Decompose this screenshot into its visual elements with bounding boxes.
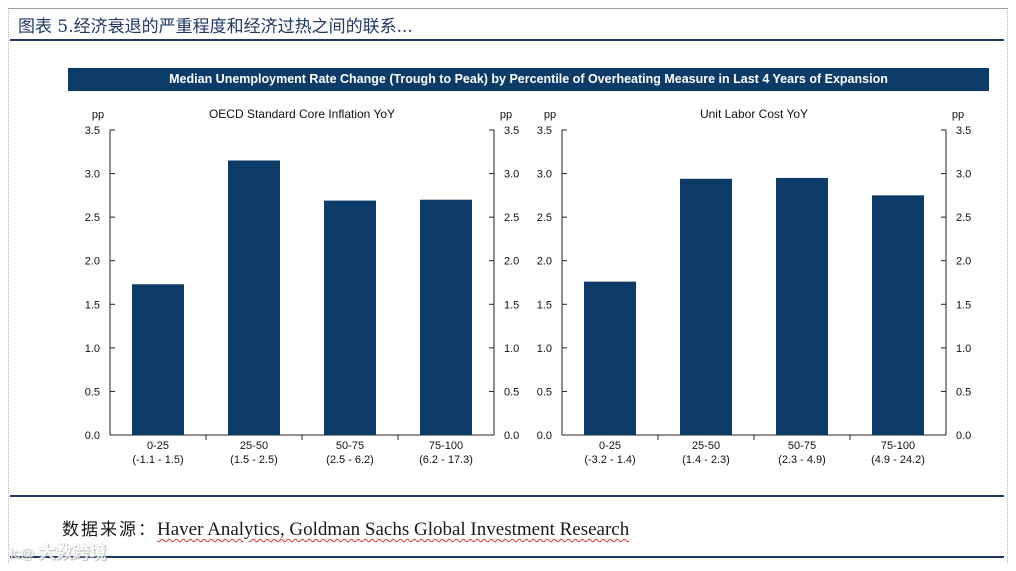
page-border-left bbox=[8, 8, 9, 563]
chart1-bar-0-25 bbox=[132, 284, 184, 435]
chart1-xtick-range: (2.5 - 6.2) bbox=[326, 454, 374, 466]
chart2-xtick-label: 0-25 bbox=[599, 440, 621, 452]
chart1-ytick-label-left: 1.0 bbox=[85, 343, 100, 355]
chart2-xtick-range: (2.3 - 4.9) bbox=[778, 454, 826, 466]
chart2-ytick-label-right: 0.5 bbox=[956, 386, 971, 398]
chart1-title: OECD Standard Core Inflation YoY bbox=[209, 107, 395, 121]
chart2-bar-25-50 bbox=[680, 178, 732, 436]
chart2-ytick-label-left: 3.0 bbox=[537, 169, 552, 181]
chart2-bar-0-25 bbox=[584, 281, 636, 435]
chart1-ytick-label-right: 3.0 bbox=[504, 169, 519, 181]
chart2-xtick-label: 75-100 bbox=[881, 440, 915, 452]
chart2-ytick-label-left: 2.5 bbox=[537, 212, 552, 224]
chart2-ytick-label-right: 2.5 bbox=[956, 212, 971, 224]
chart1-ytick-label-left: 1.5 bbox=[85, 299, 100, 311]
chart1-xtick-label: 50-75 bbox=[336, 440, 364, 452]
chart1-xtick-label: 25-50 bbox=[240, 440, 268, 452]
chart2-ytick-label-left: 0.5 bbox=[537, 386, 552, 398]
chart2-xtick-range: (1.4 - 2.3) bbox=[682, 454, 730, 466]
chart1-ylabel-left: pp bbox=[92, 109, 104, 121]
chart1-ytick-label-left: 2.5 bbox=[85, 212, 100, 224]
chart1-xtick-label: 75-100 bbox=[429, 440, 463, 452]
chart2-xtick-range: (-3.2 - 1.4) bbox=[584, 454, 635, 466]
chart-banner-title: Median Unemployment Rate Change (Trough … bbox=[68, 68, 989, 91]
chart2-ylabel-left: pp bbox=[544, 109, 556, 121]
chart1-xtick-range: (1.5 - 2.5) bbox=[230, 454, 278, 466]
chart1-bar-50-75 bbox=[324, 200, 376, 435]
chart2-bar-75-100 bbox=[872, 195, 924, 435]
chart1-ytick-label-left: 0.0 bbox=[85, 430, 100, 442]
chart2-ytick-label-left: 1.0 bbox=[537, 343, 552, 355]
chart2-ytick-label-right: 3.0 bbox=[956, 169, 971, 181]
source-label: 数据来源： bbox=[62, 520, 157, 540]
chart2-xtick-range: (4.9 - 24.2) bbox=[871, 454, 925, 466]
chart2-xtick-label: 50-75 bbox=[788, 440, 816, 452]
chart2-ytick-label-left: 1.5 bbox=[537, 299, 552, 311]
bottom-rule bbox=[10, 556, 1004, 558]
source-text: Haver Analytics, Goldman Sachs Global In… bbox=[157, 519, 630, 540]
chart2-ytick-label-left: 2.0 bbox=[537, 256, 552, 268]
chart1-ytick-label-left: 3.0 bbox=[85, 169, 100, 181]
chart2-ytick-label-right: 1.5 bbox=[956, 299, 971, 311]
chart2-ytick-label-left: 3.5 bbox=[537, 125, 552, 137]
watermark-mark: lc@ bbox=[10, 545, 35, 561]
source-note: 数据来源：Haver Analytics, Goldman Sachs Glob… bbox=[62, 515, 629, 541]
chart1-ylabel-right: pp bbox=[500, 109, 512, 121]
figure-title: 图表 5.经济衰退的严重程度和经济过热之间的联系... bbox=[18, 17, 413, 37]
chart1-xtick-range: (-1.1 - 1.5) bbox=[132, 454, 183, 466]
page-border-right bbox=[1007, 8, 1008, 563]
chart2-ytick-label-right: 1.0 bbox=[956, 343, 971, 355]
chart1-ytick-label-left: 0.5 bbox=[85, 386, 100, 398]
chart1-ytick-label-right: 2.0 bbox=[504, 256, 519, 268]
chart2-ytick-label-left: 0.0 bbox=[537, 430, 552, 442]
chart1-ytick-label-right: 1.0 bbox=[504, 343, 519, 355]
chart2-bar-50-75 bbox=[776, 177, 828, 435]
chart1-bar-75-100 bbox=[420, 199, 472, 435]
chart2-ytick-label-right: 0.0 bbox=[956, 430, 971, 442]
chart2-ylabel-right: pp bbox=[952, 109, 964, 121]
chart1-xtick-range: (6.2 - 17.3) bbox=[419, 454, 473, 466]
chart1-ytick-label-left: 3.5 bbox=[85, 125, 100, 137]
chart2-ytick-label-right: 2.0 bbox=[956, 256, 971, 268]
chart2-xtick-label: 25-50 bbox=[692, 440, 720, 452]
chart1-ytick-label-right: 2.5 bbox=[504, 212, 519, 224]
chart1-bar-25-50 bbox=[228, 160, 280, 435]
chart1-ytick-label-right: 0.0 bbox=[504, 430, 519, 442]
chart1-ytick-label-right: 3.5 bbox=[504, 125, 519, 137]
source-divider bbox=[10, 495, 1004, 497]
chart1-ytick-label-right: 0.5 bbox=[504, 386, 519, 398]
chart1-ytick-label-left: 2.0 bbox=[85, 256, 100, 268]
watermark-text: 大数跨境 bbox=[38, 543, 107, 562]
top-rule bbox=[8, 8, 1008, 9]
chart2-ytick-label-right: 3.5 bbox=[956, 125, 971, 137]
title-divider bbox=[10, 39, 1004, 41]
chart1-xtick-label: 0-25 bbox=[147, 440, 169, 452]
watermark: lc@ 大数跨境 bbox=[10, 538, 106, 563]
chart2-title: Unit Labor Cost YoY bbox=[700, 107, 808, 121]
chart1-ytick-label-right: 1.5 bbox=[504, 299, 519, 311]
